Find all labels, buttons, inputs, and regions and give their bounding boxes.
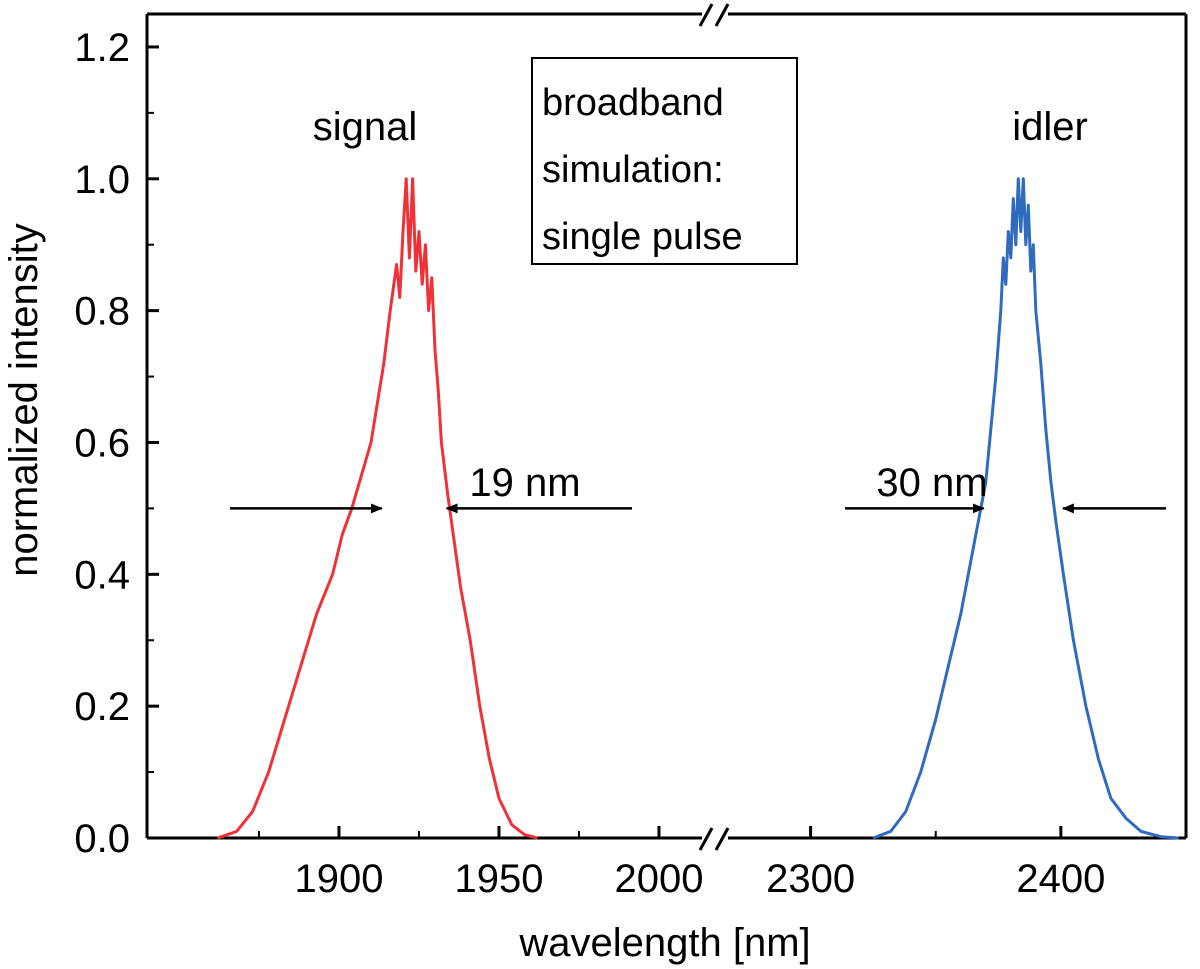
annotation-layer: signal idler 19 nm 30 nm (230, 105, 1166, 514)
simulation-text-box: broadband simulation: single pulse (531, 57, 798, 265)
text-box-line-3: single pulse (542, 216, 743, 258)
fwhm-idler-label: 30 nm (876, 461, 987, 505)
y-axis-title: normalized intensity (2, 223, 46, 577)
x-tick-label: 2000 (615, 857, 704, 901)
idler-label: idler (1012, 105, 1088, 149)
plot-frame (145, 6, 1188, 846)
x-axis-title: wavelength [nm] (518, 921, 810, 965)
y-axis-ticks: 0.0 0.2 0.4 0.6 0.8 1.0 1.2 (74, 26, 159, 861)
x-axis-ticks: 1900 1950 2000 2300 2400 (258, 826, 1187, 901)
x-tick-label: 1950 (455, 857, 544, 901)
y-tick-label: 0.2 (74, 685, 130, 729)
y-tick-label: 0.4 (74, 553, 130, 597)
y-tick-label: 1.0 (74, 158, 130, 202)
x-tick-label: 2400 (1016, 857, 1105, 901)
y-tick-label: 0.6 (74, 421, 130, 465)
y-tick-label: 1.2 (74, 26, 130, 70)
axis-break-marks (698, 3, 730, 851)
x-tick-label: 2300 (766, 857, 855, 901)
text-box-line-1: broadband (542, 82, 724, 124)
series-line-signal (216, 177, 538, 840)
fwhm-signal-label: 19 nm (469, 461, 580, 505)
y-tick-label: 0.0 (74, 817, 130, 861)
text-box-line-2: simulation: (542, 149, 724, 191)
signal-label: signal (313, 105, 418, 149)
series-layer (216, 177, 1179, 840)
series-line-idler (872, 177, 1179, 840)
y-tick-label: 0.8 (74, 290, 130, 334)
x-tick-label: 1900 (295, 857, 384, 901)
